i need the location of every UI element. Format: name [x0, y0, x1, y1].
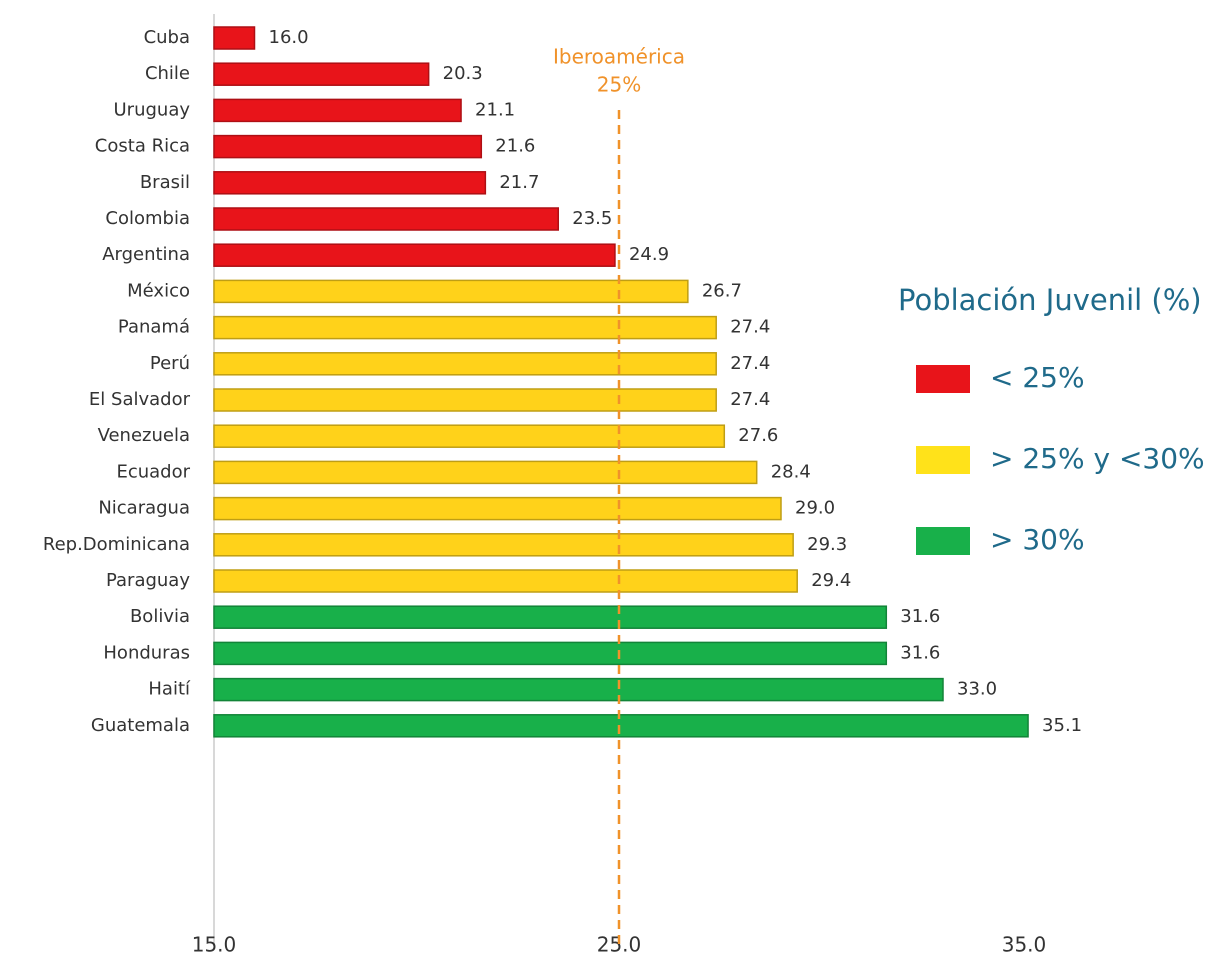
category-label: México [127, 280, 190, 301]
legend-swatch [916, 527, 970, 555]
category-label: Brasil [140, 172, 190, 193]
value-label: 31.6 [900, 606, 940, 627]
category-label: Costa Rica [95, 136, 190, 157]
bar [213, 26, 256, 50]
legend-label: > 25% y <30% [990, 442, 1205, 475]
category-label: Perú [150, 353, 190, 374]
legend-swatch [916, 446, 970, 474]
category-label: El Salvador [89, 389, 191, 410]
value-label: 28.4 [771, 461, 811, 482]
value-label: 29.3 [807, 534, 847, 555]
legend-label: > 30% [990, 523, 1085, 556]
category-label: Honduras [103, 642, 190, 663]
value-label: 21.1 [475, 99, 515, 120]
value-label: 31.6 [900, 642, 940, 663]
bar [213, 605, 888, 629]
category-label: Venezuela [98, 425, 190, 446]
category-label: Cuba [144, 27, 190, 48]
value-label: 29.0 [795, 498, 835, 519]
category-label: Colombia [105, 208, 190, 229]
category-label: Ecuador [116, 461, 190, 482]
bar [213, 533, 794, 557]
bar [213, 243, 616, 267]
category-label: Argentina [102, 244, 190, 265]
bar [213, 352, 717, 376]
reference-name: Iberoamérica [553, 45, 685, 69]
legend-title: Población Juvenil (%) [898, 283, 1202, 317]
bar [213, 279, 689, 304]
category-label: Bolivia [130, 606, 190, 627]
value-label: 23.5 [572, 208, 612, 229]
bar [213, 677, 944, 702]
bar [213, 388, 717, 412]
value-label: 26.7 [702, 280, 742, 301]
value-label: 27.4 [730, 389, 770, 410]
category-label: Paraguay [106, 570, 190, 591]
bar [213, 134, 483, 159]
legend-label: < 25% [990, 361, 1085, 394]
legend-swatch [916, 365, 970, 393]
x-tick-label: 35.0 [1002, 933, 1047, 957]
value-label: 33.0 [957, 679, 997, 700]
bar [213, 171, 487, 195]
category-label: Nicaragua [98, 498, 190, 519]
value-label: 27.4 [730, 353, 770, 374]
value-label: 35.1 [1042, 715, 1082, 736]
bar [213, 424, 726, 448]
value-label: 16.0 [269, 27, 309, 48]
value-label: 29.4 [811, 570, 851, 591]
bar [213, 207, 559, 231]
value-label: 27.4 [730, 317, 770, 338]
x-tick-label: 15.0 [192, 933, 237, 957]
bar [213, 98, 462, 123]
category-label: Chile [145, 63, 190, 84]
value-label: 20.3 [443, 63, 483, 84]
bar [213, 641, 888, 666]
bar [213, 460, 758, 485]
category-label: Guatemala [91, 715, 190, 736]
value-label: 21.6 [495, 136, 535, 157]
category-label: Haití [148, 679, 191, 700]
bar [213, 569, 798, 593]
bar [213, 62, 430, 86]
category-label: Panamá [118, 317, 190, 338]
bar [213, 315, 717, 340]
bar [213, 496, 782, 521]
value-label: 27.6 [738, 425, 778, 446]
value-label: 21.7 [499, 172, 539, 193]
bar [213, 714, 1029, 738]
category-label: Uruguay [114, 99, 191, 120]
value-label: 24.9 [629, 244, 669, 265]
reference-label: 25% [597, 73, 641, 97]
category-label: Rep.Dominicana [43, 534, 190, 555]
